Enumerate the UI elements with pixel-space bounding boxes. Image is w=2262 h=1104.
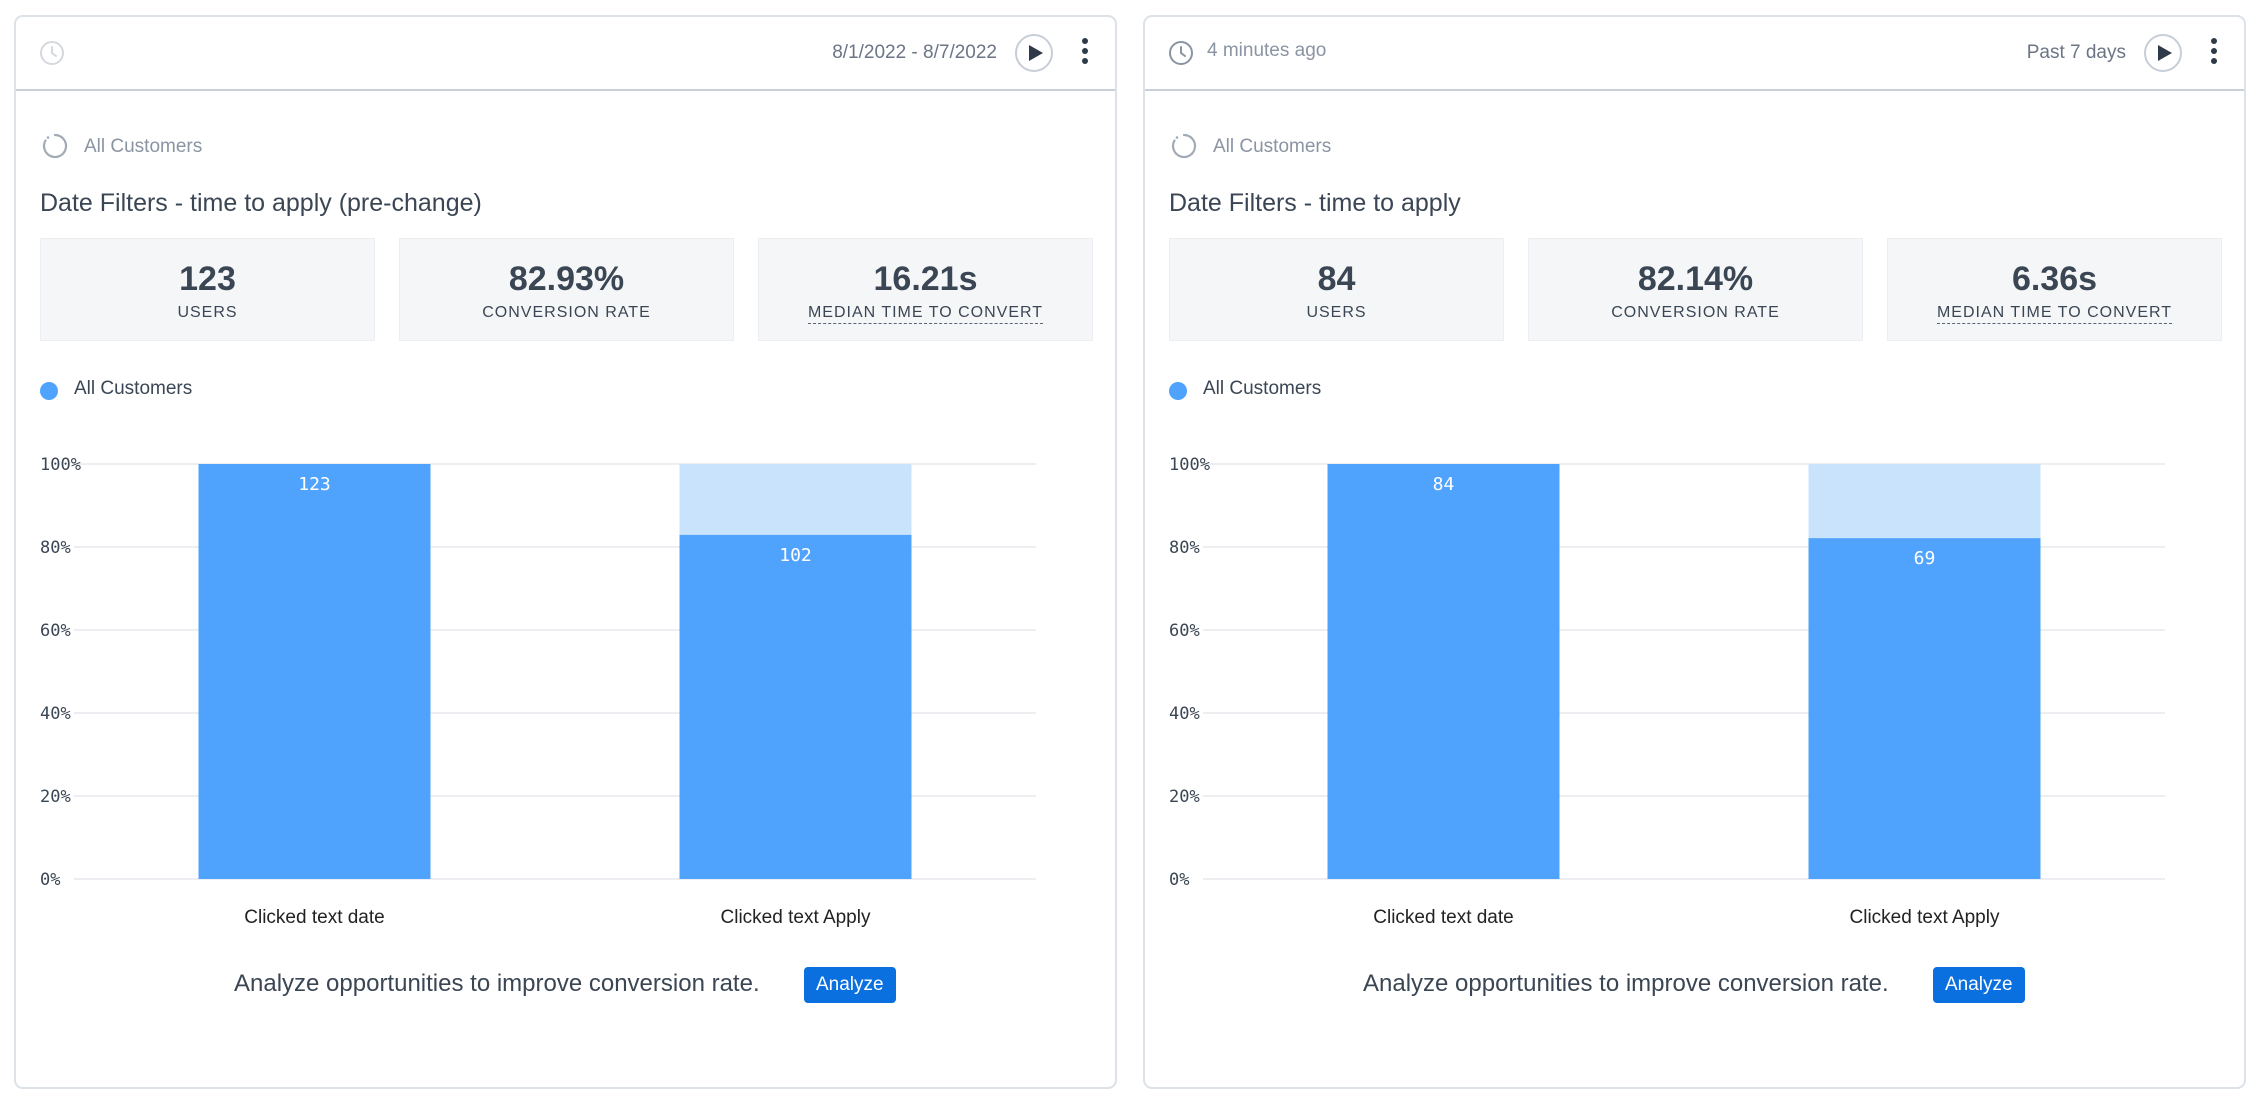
play-button[interactable] xyxy=(1015,34,1053,72)
date-range-label[interactable]: 8/1/2022 - 8/7/2022 xyxy=(832,42,997,63)
funnel-chart: 0% 20% 40% 60% 80% 100% 123 Clicked text date 10… xyxy=(16,417,1115,957)
users-value: 84 xyxy=(1317,260,1356,298)
last-refresh-text: 4 minutes ago xyxy=(1207,40,1327,61)
x-category-label: Clicked text Apply xyxy=(1850,907,2000,928)
x-category-label: Clicked text date xyxy=(1373,907,1513,928)
analyze-button[interactable]: Analyze xyxy=(804,967,896,1003)
conversion-bar[interactable] xyxy=(679,534,912,879)
legend-swatch xyxy=(40,382,58,400)
bar-value-label: 69 xyxy=(1914,548,1936,569)
bar-value-label: 102 xyxy=(779,545,812,566)
x-category-label: Clicked text date xyxy=(244,907,384,928)
users-label: USERS xyxy=(1306,304,1367,321)
users-stat: 123 USERS xyxy=(40,238,375,341)
conversion-rate-stat: 82.93% CONVERSION RATE xyxy=(399,238,734,341)
y-tick-label: 80% xyxy=(40,538,71,558)
chart-title[interactable]: Date Filters - time to apply (pre-change… xyxy=(40,189,482,217)
analyze-cta: Analyze opportunities to improve convers… xyxy=(16,957,1115,1007)
analyze-cta-text: Analyze opportunities to improve convers… xyxy=(1363,970,1889,997)
play-icon xyxy=(2158,45,2172,61)
segment-label: All Customers xyxy=(1213,136,1332,157)
y-tick-label: 60% xyxy=(1169,621,1200,641)
bar-value-label: 84 xyxy=(1433,474,1455,495)
x-category-label: Clicked text Apply xyxy=(721,907,871,928)
segment-icon xyxy=(1169,131,1199,161)
more-options-icon[interactable] xyxy=(2206,35,2222,71)
funnel-chart-svg: 0% 20% 40% 60% 80% 100% 84 Clicked text date 69 C… xyxy=(1169,455,2165,928)
y-tick-label: 20% xyxy=(40,787,71,807)
median-time-label[interactable]: MEDIAN TIME TO CONVERT xyxy=(1936,303,2173,324)
users-label: USERS xyxy=(177,304,238,321)
median-time-stat: 16.21s MEDIAN TIME TO CONVERT xyxy=(758,238,1093,341)
conversion-rate-label: CONVERSION RATE xyxy=(1611,304,1780,321)
legend-label: All Customers xyxy=(74,378,193,399)
funnel-chart: 0% 20% 40% 60% 80% 100% 84 Clicked text date 69 C… xyxy=(1145,417,2244,957)
dropoff-bar[interactable] xyxy=(1808,464,2041,539)
funnel-card: 8/1/2022 - 8/7/2022 All Customers Date F… xyxy=(14,15,1117,1089)
funnel-chart-svg: 0% 20% 40% 60% 80% 100% 123 Clicked text date 10… xyxy=(40,455,1036,928)
conversion-rate-value: 82.14% xyxy=(1637,260,1754,298)
more-options-icon[interactable] xyxy=(1077,35,1093,71)
median-time-value: 16.21s xyxy=(873,260,978,298)
conversion-bar[interactable] xyxy=(1808,538,2041,879)
y-tick-label: 60% xyxy=(40,621,71,641)
chart-title[interactable]: Date Filters - time to apply xyxy=(1169,189,1461,217)
card-header: 8/1/2022 - 8/7/2022 xyxy=(16,17,1115,91)
funnel-card: 4 minutes ago Past 7 days All Customers … xyxy=(1143,15,2246,1089)
card-header: 4 minutes ago Past 7 days xyxy=(1145,17,2244,91)
conversion-rate-label: CONVERSION RATE xyxy=(482,304,651,321)
segment-label: All Customers xyxy=(84,136,203,157)
play-button[interactable] xyxy=(2144,34,2182,72)
y-tick-label: 20% xyxy=(1169,787,1200,807)
segment-icon xyxy=(40,131,70,161)
dropoff-bar[interactable] xyxy=(679,464,912,535)
users-value: 123 xyxy=(179,260,236,298)
play-icon xyxy=(1029,45,1043,61)
analyze-button[interactable]: Analyze xyxy=(1933,967,2025,1003)
y-tick-label: 80% xyxy=(1169,538,1200,558)
analyze-cta: Analyze opportunities to improve convers… xyxy=(1145,957,2244,1007)
y-tick-label: 100% xyxy=(1169,455,1210,475)
legend-swatch xyxy=(1169,382,1187,400)
median-time-stat: 6.36s MEDIAN TIME TO CONVERT xyxy=(1887,238,2222,341)
legend-label: All Customers xyxy=(1203,378,1322,399)
date-range-label[interactable]: Past 7 days xyxy=(2026,42,2126,63)
y-tick-label: 100% xyxy=(40,455,81,475)
users-stat: 84 USERS xyxy=(1169,238,1504,341)
analyze-cta-text: Analyze opportunities to improve convers… xyxy=(234,970,760,997)
y-tick-label: 0% xyxy=(1169,870,1189,890)
y-tick-label: 40% xyxy=(1169,704,1200,724)
clock-icon xyxy=(38,39,66,67)
conversion-bar[interactable] xyxy=(198,464,431,879)
bar-value-label: 123 xyxy=(298,474,331,495)
y-tick-label: 0% xyxy=(40,870,60,890)
y-tick-label: 40% xyxy=(40,704,71,724)
median-time-label[interactable]: MEDIAN TIME TO CONVERT xyxy=(807,303,1044,324)
median-time-value: 6.36s xyxy=(2011,260,2098,298)
clock-icon xyxy=(1167,39,1195,67)
conversion-rate-stat: 82.14% CONVERSION RATE xyxy=(1528,238,1863,341)
conversion-rate-value: 82.93% xyxy=(508,260,625,298)
conversion-bar[interactable] xyxy=(1327,464,1560,879)
